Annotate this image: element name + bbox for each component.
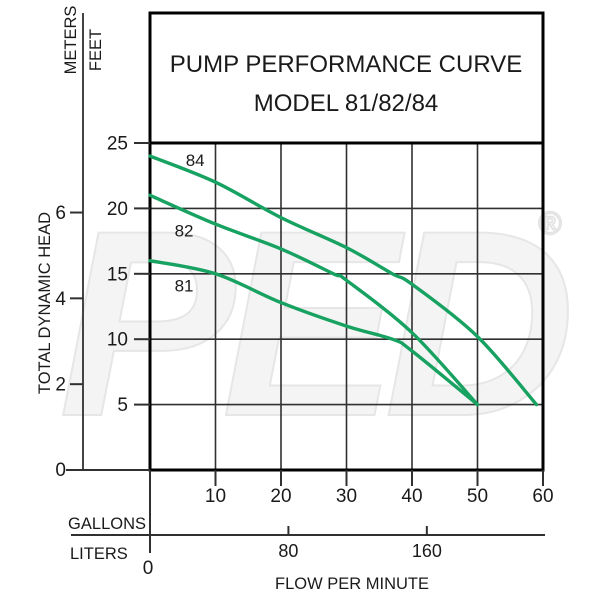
gallons-tick-label: 60 bbox=[532, 486, 553, 507]
gallons-tick-label: 30 bbox=[336, 486, 357, 507]
y-axis-unit-feet: FEET bbox=[87, 29, 105, 71]
liters-tick-label: 80 bbox=[278, 541, 298, 561]
feet-tick-label: 25 bbox=[107, 134, 128, 155]
meters-tick-label: 6 bbox=[55, 203, 66, 224]
watermark-logo: PED bbox=[59, 176, 571, 472]
liters-origin-label: 0 bbox=[143, 558, 154, 579]
gallons-tick-label: 20 bbox=[270, 486, 291, 507]
feet-tick-label: 15 bbox=[107, 264, 128, 285]
curve-label-82: 82 bbox=[175, 222, 194, 241]
pump-curve-84 bbox=[148, 154, 539, 407]
chart-title-line2: MODEL 81/82/84 bbox=[254, 90, 439, 117]
x-axis-unit-liters: LITERS bbox=[70, 545, 128, 563]
meters-tick-label: 2 bbox=[55, 375, 66, 396]
curve-label-81: 81 bbox=[175, 277, 194, 296]
meters-tick-label: 4 bbox=[55, 289, 66, 310]
feet-tick-label: 20 bbox=[107, 199, 128, 220]
gallons-tick-label: 50 bbox=[467, 486, 488, 507]
liters-tick-label: 160 bbox=[412, 541, 442, 561]
gallons-tick-label: 10 bbox=[205, 486, 226, 507]
chart-title-line1: PUMP PERFORMANCE CURVE bbox=[170, 51, 523, 78]
y-axis-title: TOTAL DYNAMIC HEAD bbox=[36, 212, 54, 394]
feet-tick-label: 5 bbox=[117, 395, 128, 416]
y-axis-unit-meters: METERS bbox=[62, 6, 80, 75]
feet-tick-label: 10 bbox=[107, 330, 128, 351]
chart-generated-layer: 25 20 15 10 5 6 4 2 10 20 30 40 50 60 0 80 160 84 82 81 bbox=[55, 11, 554, 579]
gallons-tick-label: 40 bbox=[401, 486, 422, 507]
pump-curve-82 bbox=[148, 193, 480, 407]
y-axis-origin-label: 0 bbox=[55, 460, 66, 481]
pump-curve-81 bbox=[148, 259, 480, 407]
x-axis-unit-gallons: GALLONS bbox=[68, 515, 146, 533]
x-axis-title: FLOW PER MINUTE bbox=[275, 575, 429, 593]
curve-label-84: 84 bbox=[186, 151, 205, 170]
